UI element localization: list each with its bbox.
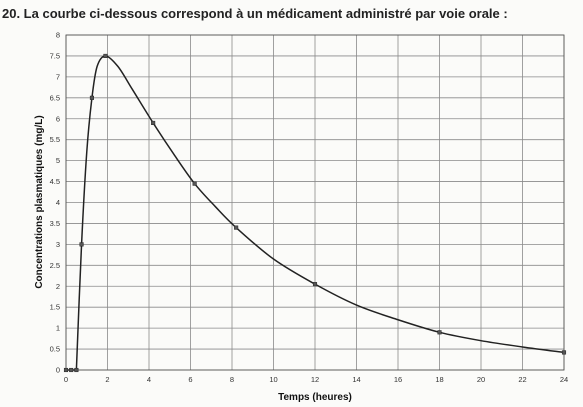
y-tick-label: 5.5	[50, 135, 60, 144]
data-point	[312, 282, 318, 287]
question-text: 20. La courbe ci-dessous correspond à un…	[2, 6, 508, 21]
y-tick-label: 1	[56, 324, 60, 333]
y-tick-label: 4.5	[50, 177, 60, 186]
x-tick-label: 20	[477, 375, 485, 384]
y-tick-label: 4	[56, 198, 60, 207]
data-point	[89, 95, 94, 100]
data-points	[63, 53, 567, 373]
concentration-curve	[66, 55, 565, 371]
data-point	[437, 330, 442, 335]
y-tick-label: 6	[56, 114, 60, 123]
x-tick-label: 6	[188, 375, 192, 384]
x-tick-labels: 0 2 4 6 8 10 12 14 16 18 20 22 24	[64, 375, 568, 384]
x-tick-label: 10	[269, 375, 277, 384]
y-tick-label: 5	[56, 156, 60, 165]
data-point	[63, 367, 69, 373]
y-tick-label: 8	[56, 31, 60, 40]
data-point	[151, 120, 156, 125]
y-tick-label: 7	[56, 72, 60, 81]
data-point	[234, 225, 239, 230]
x-axis-label: Temps (heures)	[278, 392, 352, 403]
y-tick-label: 3	[56, 240, 60, 249]
x-tick-label: 4	[147, 375, 151, 384]
y-tick-label: 1.5	[50, 303, 60, 312]
x-tick-label: 22	[518, 375, 526, 384]
y-tick-label: 2	[56, 282, 60, 291]
x-tick-label: 16	[394, 375, 402, 384]
y-tick-label: 6.5	[50, 93, 60, 102]
plot-frame	[65, 34, 565, 371]
data-point	[79, 242, 84, 247]
x-tick-label: 24	[560, 375, 568, 384]
data-point	[74, 367, 79, 373]
x-tick-label: 0	[64, 375, 68, 384]
y-tick-label: 2.5	[50, 261, 60, 270]
y-tick-label: 3.5	[50, 219, 60, 228]
data-point	[561, 350, 567, 355]
data-point	[69, 367, 74, 373]
y-tick-label: 0.5	[50, 345, 60, 354]
x-tick-label: 14	[352, 375, 360, 384]
y-tick-label: 0	[56, 366, 60, 375]
y-axis-label: Concentrations plasmatiques (mg/L)	[34, 115, 45, 288]
x-tick-label: 2	[105, 375, 109, 384]
y-tick-label: 7.5	[50, 51, 60, 60]
x-tick-label: 8	[230, 375, 234, 384]
grid	[65, 34, 565, 371]
data-point	[192, 181, 197, 186]
y-tick-labels: 0 0.5 1 1.5 2 2.5 3 3.5 4 4.5 5 5.5 6 6.5 7 7.5 8	[50, 31, 60, 375]
x-tick-label: 18	[435, 375, 443, 384]
x-tick-label: 12	[311, 375, 319, 384]
data-point	[103, 53, 108, 58]
